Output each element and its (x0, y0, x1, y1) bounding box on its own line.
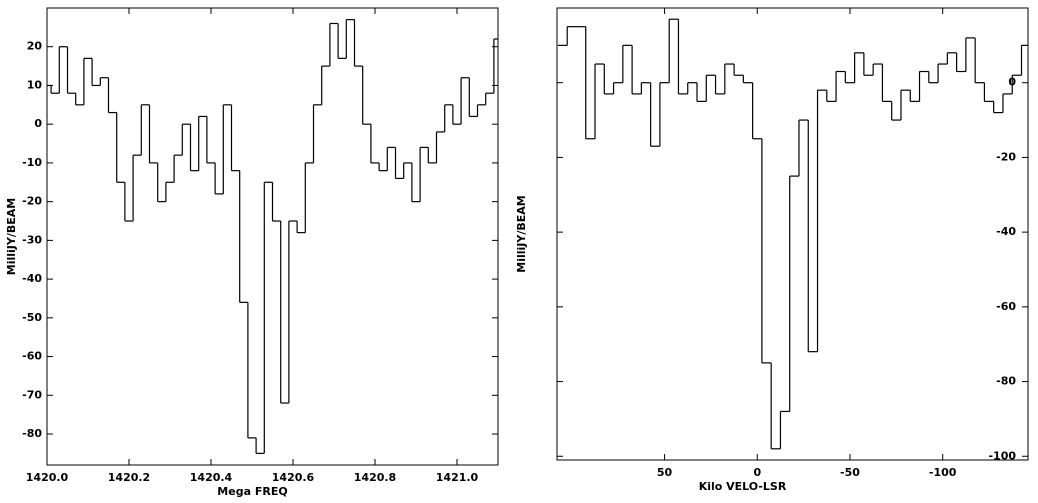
x-axis-label: Mega FREQ (217, 485, 287, 498)
y-tick-label: -60 (996, 300, 1016, 313)
y-tick-label: -80 (996, 375, 1016, 388)
x-tick-label: 1420.6 (272, 471, 315, 484)
y-tick-label: -30 (22, 233, 42, 246)
y-tick-label: -20 (996, 150, 1016, 163)
x-tick-label: 50 (657, 466, 673, 479)
x-tick-label: 0 (753, 466, 761, 479)
plot-frame (46, 7, 499, 466)
x-tick-label: 1420.0 (26, 471, 69, 484)
y-tick-label: -40 (996, 225, 1016, 238)
y-tick-label: 10 (27, 78, 43, 91)
y-axis-label: MilliJY/BEAM (5, 198, 18, 275)
y-tick-label: -10 (22, 156, 42, 169)
y-tick-label: -20 (22, 195, 42, 208)
y-tick-label: -100 (988, 449, 1016, 462)
plot-frame (556, 7, 1029, 461)
x-tick-label: 1420.4 (190, 471, 233, 484)
y-tick-label: -40 (22, 272, 42, 285)
y-axis-label: MilliJY/BEAM (515, 195, 528, 272)
x-tick-label: 1420.2 (108, 471, 150, 484)
x-tick-label: 1420.8 (354, 471, 396, 484)
y-tick-label: 0 (34, 117, 42, 130)
x-tick-label: -100 (929, 466, 957, 479)
x-tick-label: -50 (840, 466, 860, 479)
x-axis-label: Kilo VELO-LSR (699, 480, 787, 493)
y-tick-label: 20 (27, 40, 43, 53)
y-tick-label: -60 (22, 350, 42, 363)
x-tick-label: 1421.0 (436, 471, 479, 484)
y-tick-label: -70 (22, 388, 42, 401)
y-tick-label: -80 (22, 427, 42, 440)
y-tick-label: -50 (22, 311, 42, 324)
